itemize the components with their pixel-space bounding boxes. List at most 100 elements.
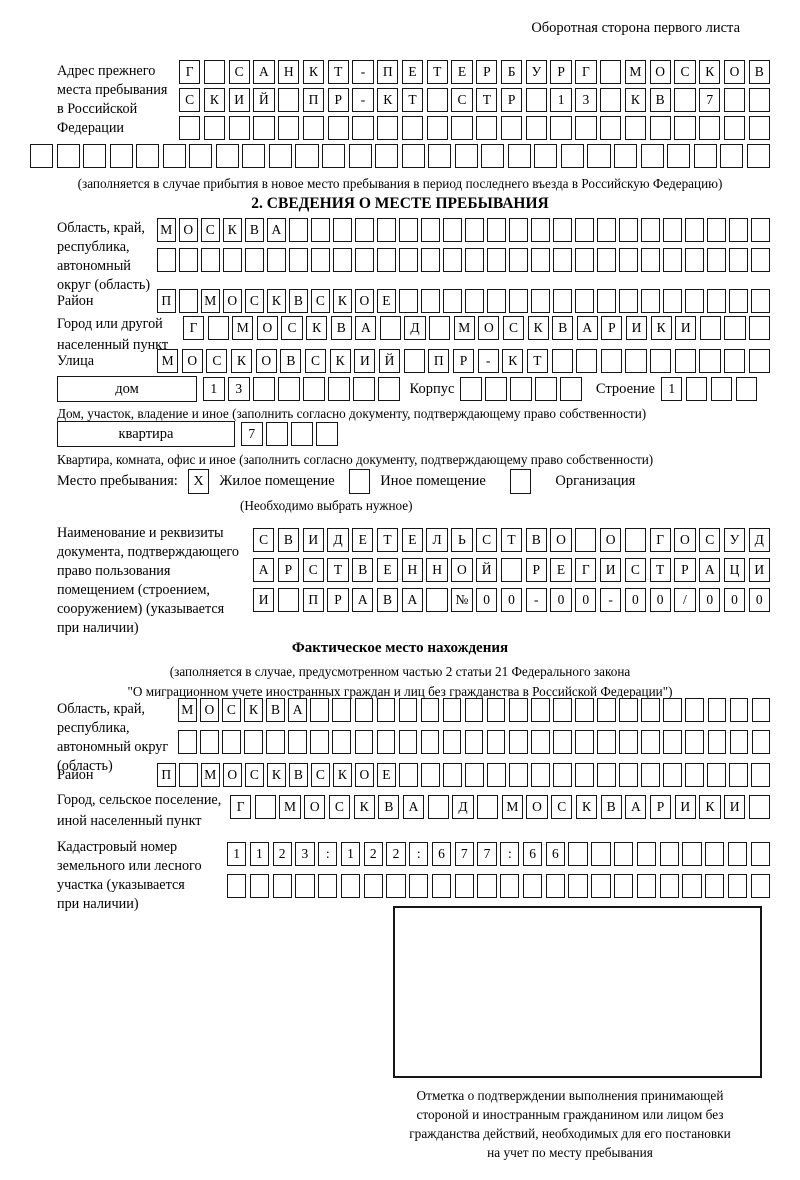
char-cell: Е [377, 763, 396, 787]
char-cell: Т [426, 60, 448, 84]
char-cell: В [525, 528, 547, 552]
char-cell [575, 218, 594, 242]
char-cell [659, 874, 679, 898]
char-cell [485, 377, 507, 401]
char-cell [729, 763, 748, 787]
char-cell: С [245, 289, 264, 313]
prev-address-row-3 [179, 116, 770, 140]
stay-option-inoe-checkbox [348, 469, 371, 494]
char-cell [748, 88, 770, 112]
char-cell: К [302, 60, 325, 84]
char-cell [685, 218, 704, 242]
char-cell [553, 218, 572, 242]
label-line: стороной и иностранным гражданином или л… [416, 1107, 724, 1122]
char-cell: С [311, 289, 330, 313]
char-cell: 2 [272, 842, 292, 866]
char-cell: 0 [500, 588, 523, 612]
char-cell: Н [278, 60, 300, 84]
char-cell [685, 698, 704, 722]
char-cell [487, 289, 506, 313]
char-cell [600, 116, 622, 140]
char-cell: А [625, 795, 647, 819]
char-cell [465, 218, 484, 242]
label-line: Область, край, [57, 701, 145, 717]
stay-option-zhiloe-label: Жилое помещение [219, 473, 335, 489]
char-cell [375, 144, 399, 168]
label-line: Кадастровый номер [57, 839, 178, 855]
char-cell [729, 730, 749, 754]
char-cell [477, 874, 497, 898]
char-cell: С [624, 558, 646, 582]
char-cell [575, 116, 597, 140]
char-cell [723, 116, 746, 140]
char-cell [427, 795, 449, 819]
char-cell [289, 248, 308, 272]
char-cell [600, 88, 622, 112]
char-cell: Т [327, 558, 349, 582]
char-cell [401, 144, 425, 168]
char-cell [553, 698, 572, 722]
char-cell [636, 842, 657, 866]
char-cell [363, 874, 383, 898]
char-cell: А [401, 588, 423, 612]
prev-address-note: (заполняется в случае прибытия в новое м… [77, 176, 723, 191]
label-line: Город, сельское поселение, [57, 792, 222, 808]
char-cell [348, 144, 372, 168]
char-cell: Л [426, 528, 448, 552]
char-cell: М [624, 60, 647, 84]
char-cell: А [253, 558, 275, 582]
char-cell: К [223, 218, 242, 242]
char-cell [378, 377, 400, 401]
char-cell [399, 248, 418, 272]
char-cell: Н [426, 558, 448, 582]
char-cell [476, 116, 498, 140]
char-cell [267, 248, 286, 272]
char-cell: И [253, 588, 275, 612]
char-cell: Т [376, 528, 399, 552]
char-cell: Т [476, 88, 498, 112]
char-cell: М [201, 763, 220, 787]
char-cell: - [525, 588, 547, 612]
char-cell: К [699, 795, 721, 819]
char-cell: А [352, 588, 374, 612]
stamp-caption: Отметка о подтверждении выполнения прини… [370, 1086, 770, 1162]
char-cell [729, 218, 748, 242]
char-cell [203, 116, 226, 140]
char-cell [509, 289, 528, 313]
char-cell [663, 248, 682, 272]
char-cell [724, 316, 746, 340]
char-cell [254, 795, 276, 819]
char-cell [465, 248, 484, 272]
char-cell [266, 422, 288, 446]
char-cell: Е [377, 289, 396, 313]
char-cell: Е [352, 528, 374, 552]
char-cell [707, 698, 727, 722]
char-cell [751, 218, 770, 242]
char-cell: И [302, 528, 324, 552]
char-cell: И [625, 316, 648, 340]
char-cell: В [289, 763, 308, 787]
kadastr-row-2 [227, 874, 770, 898]
char-cell: 1 [550, 88, 572, 112]
char-cell: К [624, 88, 647, 112]
char-cell [465, 289, 484, 313]
kvartira-row: квартира 7 [57, 421, 770, 447]
char-cell [531, 289, 550, 313]
char-cell: О [304, 795, 326, 819]
char-cell [619, 218, 638, 242]
char-cell: В [266, 698, 285, 722]
char-cell: М [453, 316, 475, 340]
char-cell [500, 558, 523, 582]
char-cell [550, 116, 572, 140]
char-cell: О [181, 349, 203, 373]
char-cell [597, 289, 616, 313]
char-cell [278, 88, 300, 112]
label-line: Область, край, [57, 220, 145, 236]
label-line: Город или другой [57, 316, 163, 332]
char-cell: Р [452, 349, 475, 373]
char-cell [748, 795, 770, 819]
